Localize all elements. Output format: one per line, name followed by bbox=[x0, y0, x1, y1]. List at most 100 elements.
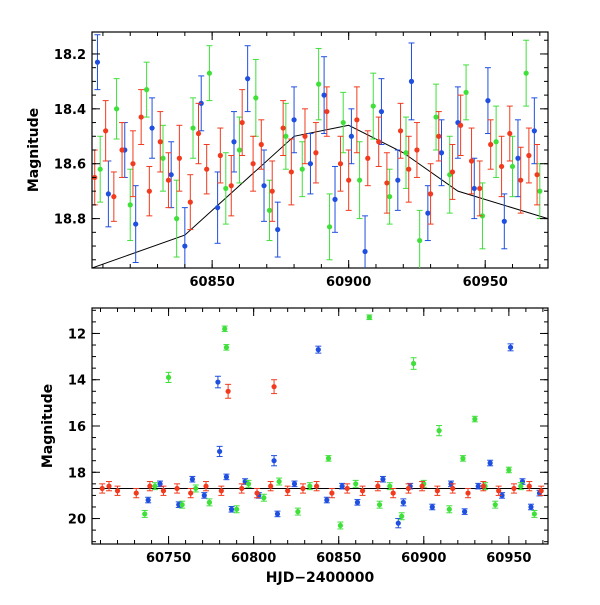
bottom-red-point bbox=[359, 485, 366, 496]
top-red-point bbox=[457, 94, 464, 156]
top-green-point bbox=[266, 179, 273, 242]
bottom-green-point bbox=[337, 521, 344, 530]
bottom-green-point bbox=[436, 425, 443, 437]
top-red-point bbox=[487, 119, 494, 170]
top-plot-area bbox=[92, 34, 548, 268]
top-panel: Magnitude 60850 60900 60950 18.2 18.4 18.6 18.… bbox=[26, 31, 549, 290]
bottom-green-point bbox=[179, 500, 186, 509]
top-green-point bbox=[97, 135, 104, 203]
top-green-point bbox=[433, 83, 440, 151]
top-green-point bbox=[493, 105, 500, 178]
bottom-red-point bbox=[146, 481, 153, 492]
top-red-point bbox=[353, 86, 360, 154]
bottom-red-point bbox=[313, 481, 320, 492]
top-green-point bbox=[206, 45, 213, 102]
top-red-point bbox=[498, 135, 505, 198]
top-green-point bbox=[282, 102, 289, 170]
top-blue-point bbox=[501, 193, 508, 250]
top-blue-point bbox=[261, 149, 268, 222]
bottom-red-point bbox=[480, 481, 487, 492]
bottom-green-point bbox=[141, 509, 148, 518]
bottom-red-point bbox=[271, 379, 278, 395]
top-blue-point bbox=[394, 149, 401, 211]
top-ytick-label: 18.8 bbox=[54, 213, 86, 228]
top-red-point bbox=[323, 86, 330, 137]
bottom-blue-point bbox=[145, 496, 152, 504]
top-blue-point bbox=[408, 42, 415, 121]
bottom-blue-point bbox=[228, 506, 235, 513]
bottom-red-point bbox=[405, 483, 412, 494]
top-red-point bbox=[165, 152, 172, 209]
top-red-point bbox=[119, 122, 126, 178]
top-trend-line bbox=[92, 124, 548, 268]
top-green-point bbox=[326, 193, 333, 261]
top-xtick-label: 60900 bbox=[326, 275, 371, 290]
top-green-point bbox=[536, 163, 543, 220]
bottom-blue-point bbox=[395, 518, 402, 529]
bottom-blue-point bbox=[271, 455, 278, 467]
bottom-red-point bbox=[495, 485, 502, 496]
bottom-red-point bbox=[225, 383, 232, 399]
bottom-red-point bbox=[238, 483, 245, 494]
bottom-red-point bbox=[465, 487, 472, 499]
bottom-red-point bbox=[160, 485, 167, 496]
top-green-point bbox=[356, 141, 363, 220]
top-red-point bbox=[517, 146, 524, 214]
bottom-ytick-label: 18 bbox=[68, 466, 86, 481]
bottom-green-point bbox=[410, 357, 417, 370]
bottom-red-point bbox=[174, 483, 181, 494]
top-green-point bbox=[222, 152, 229, 225]
bottom-red-point bbox=[449, 483, 456, 494]
bottom-red-point bbox=[267, 481, 274, 492]
top-red-point bbox=[250, 135, 257, 192]
top-red-point bbox=[146, 165, 153, 217]
top-green-point bbox=[463, 64, 470, 121]
bottom-blue-point bbox=[189, 475, 196, 483]
top-blue-point bbox=[230, 111, 237, 173]
top-red-point bbox=[110, 171, 117, 222]
bottom-blue-point bbox=[429, 503, 436, 511]
top-blue-point bbox=[362, 215, 369, 268]
top-green-point bbox=[190, 97, 197, 159]
bottom-red-point bbox=[133, 487, 140, 499]
bottom-blue-point bbox=[507, 343, 514, 352]
bottom-green-point bbox=[386, 482, 393, 491]
bottom-red-point bbox=[254, 487, 261, 499]
bottom-green-point bbox=[366, 314, 373, 321]
top-red-point bbox=[187, 174, 194, 231]
bottom-blue-point bbox=[339, 482, 346, 490]
top-red-point bbox=[280, 100, 287, 156]
top-red-point bbox=[217, 127, 224, 184]
top-blue-point bbox=[168, 141, 175, 209]
top-blue-point bbox=[214, 171, 221, 244]
bottom-xtick-label: 60850 bbox=[316, 551, 361, 566]
bottom-green-point bbox=[505, 466, 512, 474]
bottom-blue-point bbox=[201, 492, 208, 499]
top-blue-point bbox=[321, 56, 328, 135]
bottom-ylabel: Magnitude bbox=[40, 384, 56, 468]
bottom-blue-point bbox=[461, 508, 468, 515]
bottom-blue-point bbox=[323, 496, 330, 504]
bottom-blue-point bbox=[354, 499, 361, 506]
bottom-green-point bbox=[492, 500, 499, 509]
top-blue-point bbox=[132, 185, 139, 264]
bottom-green-point bbox=[245, 479, 252, 488]
top-red-point bbox=[525, 127, 532, 184]
bottom-red-point bbox=[203, 481, 209, 492]
top-green-point bbox=[315, 47, 322, 121]
top-blue-point bbox=[274, 201, 281, 258]
top-blue-point bbox=[181, 207, 188, 268]
bottom-green-point bbox=[165, 371, 172, 384]
bottom-ytick-label: 16 bbox=[68, 420, 86, 435]
top-red-point bbox=[375, 116, 382, 167]
top-red-point bbox=[405, 135, 412, 203]
bottom-blue-point bbox=[223, 473, 230, 481]
top-green-point bbox=[416, 209, 423, 268]
bottom-green-point bbox=[151, 482, 158, 491]
top-red-point bbox=[383, 152, 390, 214]
bottom-blue-point bbox=[400, 498, 407, 507]
bottom-xtick-label: 60900 bbox=[401, 551, 446, 566]
bottom-red-point bbox=[299, 483, 306, 494]
top-red-point bbox=[288, 138, 295, 206]
